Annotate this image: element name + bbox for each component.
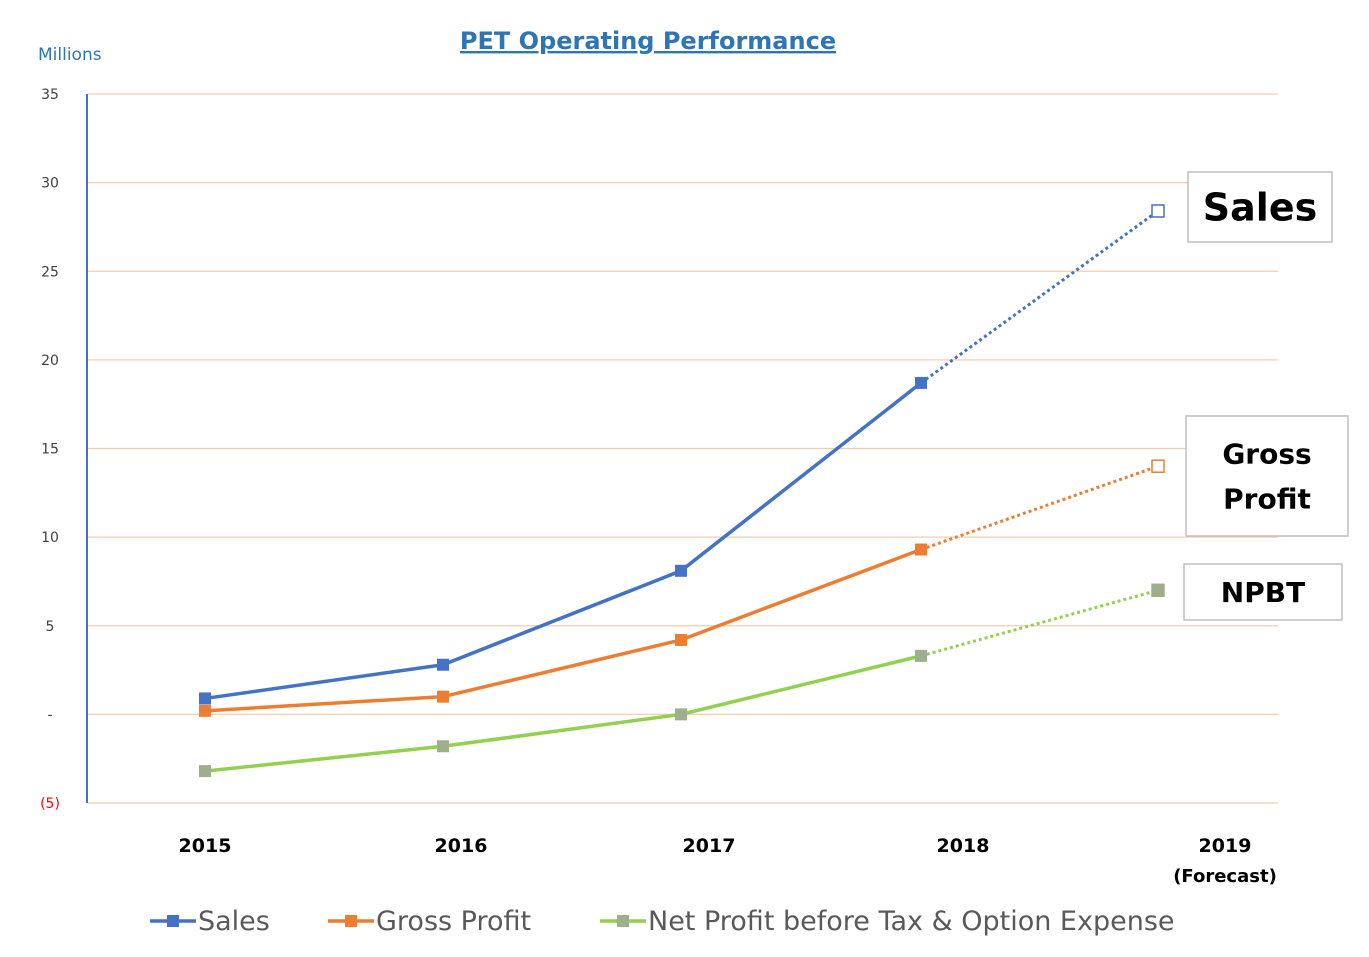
callout-text: NPBT	[1221, 576, 1305, 609]
x-tick-label: 2019	[1199, 835, 1252, 857]
series-line	[204, 547, 922, 713]
callout-sales: Sales	[1187, 171, 1333, 243]
legend-item: Gross Profit	[328, 906, 531, 937]
series-gross-profit	[199, 459, 1165, 717]
data-point	[199, 765, 211, 778]
data-point	[1151, 459, 1165, 473]
y-axis-unit-label: Millions	[38, 45, 102, 65]
data-point	[437, 740, 449, 753]
y-tick-label: 35	[41, 87, 59, 103]
series-line	[204, 654, 922, 773]
data-point	[437, 690, 449, 703]
x-tick-label: 2015	[179, 835, 232, 857]
legend-label: Gross Profit	[376, 906, 531, 937]
data-point	[199, 692, 211, 705]
series-net-profit-before-tax-option-expense	[199, 583, 1165, 778]
legend-item: Net Profit before Tax & Option Expense	[600, 906, 1175, 937]
callout-text: Profit	[1223, 482, 1311, 515]
y-tick-label: -	[47, 707, 52, 723]
data-point	[675, 708, 687, 721]
series-line	[204, 381, 923, 701]
data-point	[915, 649, 927, 662]
y-tick-label: 20	[41, 353, 59, 369]
data-point	[437, 658, 449, 671]
callout-text: Gross	[1222, 438, 1311, 471]
forecast-line	[920, 588, 1159, 658]
forecast-line	[920, 209, 1159, 385]
data-point	[675, 564, 687, 577]
y-tick-label: 5	[46, 619, 55, 635]
y-tick-label: 15	[41, 442, 59, 458]
legend-label: Sales	[198, 906, 270, 937]
x-tick-label: 2017	[683, 835, 736, 857]
data-point	[675, 633, 687, 646]
data-point	[915, 376, 927, 389]
legend-label: Net Profit before Tax & Option Expense	[648, 906, 1175, 937]
callout-npbt: NPBT	[1183, 563, 1343, 621]
data-point	[199, 704, 211, 717]
data-point	[915, 543, 927, 556]
x-tick-label: 2016	[435, 835, 488, 857]
y-tick-label: 30	[41, 176, 59, 192]
y-tick-label: 25	[41, 264, 59, 280]
y-tick-label: 10	[41, 530, 59, 546]
legend-item: Sales	[150, 906, 270, 937]
callout-text: Sales	[1203, 186, 1317, 230]
chart-title: PET Operating Performance	[460, 27, 836, 55]
series-sales	[199, 204, 1165, 705]
x-tick-sublabel: (Forecast)	[1173, 866, 1277, 887]
data-point	[1151, 204, 1165, 218]
data-point	[1151, 583, 1165, 598]
x-tick-label: 2018	[937, 835, 990, 857]
y-tick-label: (5)	[40, 796, 60, 812]
callout-gross-profit: Gross Profit	[1185, 415, 1349, 537]
